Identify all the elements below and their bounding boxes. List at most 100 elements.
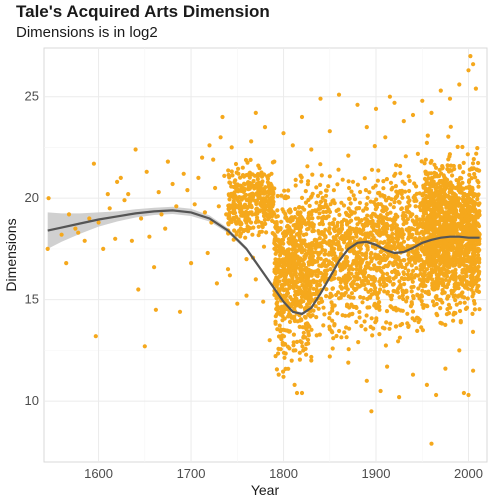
scatter-point <box>463 285 468 290</box>
scatter-point <box>341 203 347 208</box>
scatter-point <box>466 206 471 212</box>
scatter-point <box>346 153 351 158</box>
scatter-point <box>462 300 467 305</box>
scatter-point <box>344 325 349 330</box>
scatter-point <box>432 257 437 262</box>
scatter-point <box>414 266 419 271</box>
scatter-point <box>410 316 415 321</box>
y-axis-label: Dimensions <box>3 218 19 291</box>
scatter-point <box>425 133 430 138</box>
scatter-point <box>286 188 291 193</box>
scatter-point <box>470 294 475 299</box>
scatter-point <box>400 293 405 298</box>
scatter-point <box>389 197 394 202</box>
scatter-point <box>463 202 468 207</box>
scatter-point <box>327 242 332 248</box>
scatter-point <box>415 328 420 333</box>
scatter-point <box>362 319 367 324</box>
scatter-point <box>323 198 328 203</box>
x-axis-label: Year <box>251 482 280 498</box>
scatter-point <box>290 247 295 252</box>
scatter-point <box>312 259 317 265</box>
scatter-point <box>395 271 400 276</box>
scatter-point <box>369 409 374 414</box>
scatter-point <box>384 177 389 182</box>
scatter-point <box>253 220 258 225</box>
scatter-point <box>406 209 411 214</box>
scatter-point <box>332 228 337 234</box>
scatter-point <box>309 247 314 252</box>
scatter-point <box>101 246 106 251</box>
scatter-point <box>156 190 161 195</box>
scatter-point <box>448 199 453 204</box>
scatter-point <box>370 221 376 226</box>
scatter-point <box>406 236 411 241</box>
scatter-point <box>165 159 170 164</box>
scatter-point <box>434 311 439 316</box>
scatter-point <box>274 306 279 312</box>
scatter-point <box>248 220 254 225</box>
scatter-point <box>257 185 262 190</box>
scatter-point <box>244 192 249 198</box>
scatter-point <box>471 223 476 228</box>
scatter-point <box>402 282 407 287</box>
scatter-point <box>317 236 322 241</box>
scatter-point <box>467 172 472 177</box>
scatter-point <box>273 277 278 282</box>
scatter-point <box>303 315 308 320</box>
chart-subtitle: Dimensions is in log2 <box>16 24 158 41</box>
scatter-point <box>229 145 234 150</box>
scatter-point <box>294 339 300 344</box>
scatter-point <box>447 230 452 235</box>
scatter-point <box>364 202 369 207</box>
scatter-point <box>393 305 398 310</box>
scatter-point <box>469 244 474 249</box>
scatter-point <box>442 263 447 268</box>
scatter-point <box>464 274 469 279</box>
scatter-point <box>396 226 401 232</box>
x-tick-label: 1800 <box>269 466 298 481</box>
scatter-point <box>410 250 416 255</box>
scatter-point <box>423 211 428 216</box>
scatter-point <box>447 237 452 242</box>
scatter-point <box>327 354 332 359</box>
scatter-point <box>372 278 377 283</box>
scatter-point <box>471 266 477 271</box>
scatter-point <box>275 193 280 199</box>
scatter-point <box>280 340 285 345</box>
scatter-point <box>291 348 296 353</box>
scatter-point <box>364 206 369 211</box>
scatter-point <box>473 192 478 197</box>
scatter-point <box>374 197 379 202</box>
scatter-point <box>473 175 478 180</box>
scatter-point <box>283 273 288 278</box>
scatter-point <box>327 250 332 255</box>
scatter-point <box>362 176 367 181</box>
scatter-point <box>391 276 396 281</box>
scatter-point <box>440 278 445 283</box>
scatter-point <box>227 273 232 278</box>
y-tick-label: 15 <box>25 292 39 307</box>
scatter-point <box>256 233 261 238</box>
scatter-point <box>253 277 258 282</box>
scatter-point <box>372 303 377 308</box>
scatter-point <box>409 263 414 268</box>
scatter-point <box>461 274 466 280</box>
scatter-point <box>274 220 279 225</box>
scatter-point <box>348 201 353 206</box>
scatter-point <box>395 290 400 295</box>
scatter-point <box>281 369 286 374</box>
scatter-point <box>285 344 290 349</box>
scatter-point <box>306 197 311 203</box>
scatter-point <box>369 167 375 172</box>
x-tick-label: 1700 <box>177 466 206 481</box>
scatter-point <box>248 172 254 177</box>
scatter-point <box>318 190 323 195</box>
scatter-point <box>450 276 455 281</box>
scatter-point <box>322 312 327 317</box>
scatter-point <box>291 223 296 228</box>
scatter-point <box>306 312 311 317</box>
scatter-point <box>310 254 316 259</box>
scatter-point <box>320 299 325 304</box>
scatter-point <box>377 279 382 284</box>
